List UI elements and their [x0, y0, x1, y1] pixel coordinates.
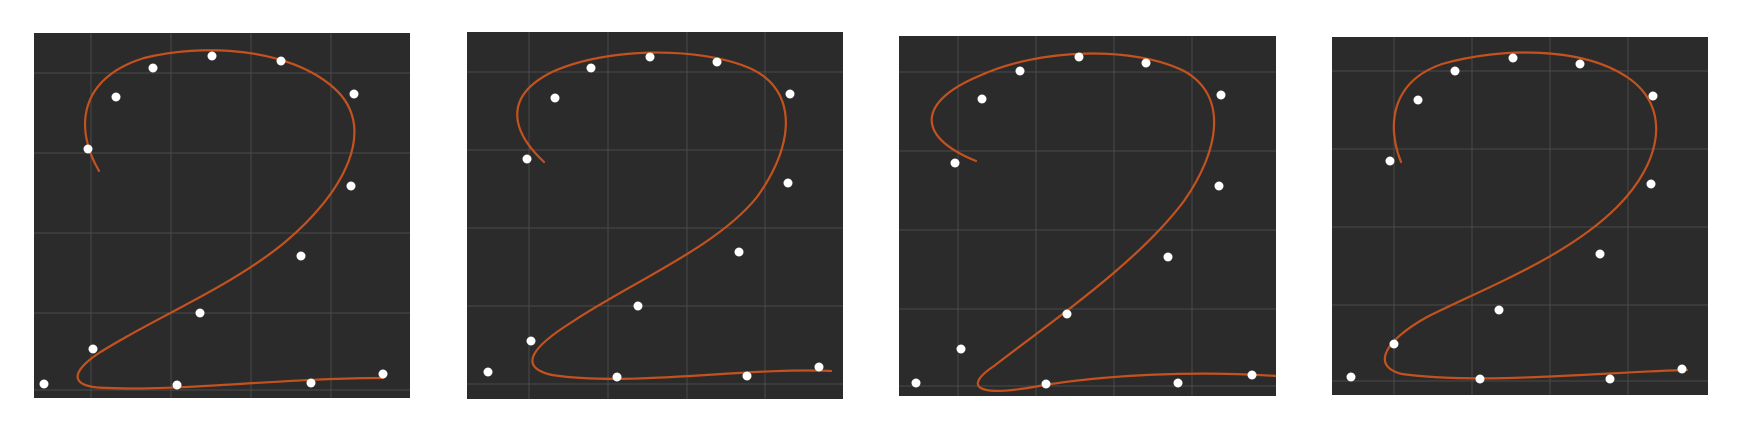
control-point[interactable]	[349, 89, 359, 99]
control-point[interactable]	[1450, 66, 1460, 76]
control-points	[911, 52, 1257, 389]
grid	[467, 32, 843, 399]
control-point[interactable]	[346, 181, 356, 191]
control-point[interactable]	[1141, 58, 1151, 68]
control-point[interactable]	[742, 371, 752, 381]
control-point[interactable]	[148, 63, 158, 73]
control-point[interactable]	[195, 308, 205, 318]
control-point[interactable]	[306, 378, 316, 388]
control-point[interactable]	[785, 89, 795, 99]
control-point[interactable]	[1163, 252, 1173, 262]
control-point[interactable]	[1015, 66, 1025, 76]
glyph-panel-3	[899, 36, 1276, 396]
control-point[interactable]	[483, 367, 493, 377]
control-point[interactable]	[1385, 156, 1395, 166]
control-point[interactable]	[1041, 379, 1051, 389]
control-points	[1346, 53, 1687, 384]
control-point[interactable]	[1646, 179, 1656, 189]
control-point[interactable]	[1475, 374, 1485, 384]
control-point[interactable]	[1346, 372, 1356, 382]
control-point[interactable]	[1214, 181, 1224, 191]
control-point[interactable]	[1575, 59, 1585, 69]
control-point[interactable]	[276, 56, 286, 66]
digit-two-stroke	[76, 49, 385, 390]
control-point[interactable]	[783, 178, 793, 188]
control-point[interactable]	[1605, 374, 1615, 384]
glyph-panel-4	[1332, 37, 1708, 395]
control-point[interactable]	[111, 92, 121, 102]
digit-two-stroke	[1383, 51, 1689, 380]
glyph-canvas-2	[467, 32, 843, 399]
control-point[interactable]	[207, 51, 217, 61]
control-point[interactable]	[814, 362, 824, 372]
control-point[interactable]	[1677, 364, 1687, 374]
control-point[interactable]	[522, 154, 532, 164]
control-point[interactable]	[1173, 378, 1183, 388]
glyph-canvas-3	[899, 36, 1276, 396]
control-point[interactable]	[1595, 249, 1605, 259]
control-point[interactable]	[88, 344, 98, 354]
glyph-panel-2	[467, 32, 843, 399]
control-point[interactable]	[956, 344, 966, 354]
grid	[34, 33, 410, 398]
control-point[interactable]	[612, 372, 622, 382]
control-point[interactable]	[83, 144, 93, 154]
glyph-canvas-4	[1332, 37, 1708, 395]
control-point[interactable]	[550, 93, 560, 103]
control-points	[39, 51, 388, 390]
control-point[interactable]	[378, 369, 388, 379]
control-point[interactable]	[911, 378, 921, 388]
control-point[interactable]	[977, 94, 987, 104]
glyph-panel-1	[34, 33, 410, 398]
control-point[interactable]	[1389, 339, 1399, 349]
control-point[interactable]	[1216, 90, 1226, 100]
control-point[interactable]	[586, 63, 596, 73]
grid	[899, 36, 1276, 396]
control-point[interactable]	[712, 57, 722, 67]
control-point[interactable]	[645, 52, 655, 62]
control-point[interactable]	[172, 380, 182, 390]
control-point[interactable]	[1247, 370, 1257, 380]
control-point[interactable]	[1413, 95, 1423, 105]
control-point[interactable]	[950, 158, 960, 168]
digit-two-stroke	[930, 52, 1276, 392]
control-point[interactable]	[633, 301, 643, 311]
control-point[interactable]	[734, 247, 744, 257]
glyph-canvas-1	[34, 33, 410, 398]
control-point[interactable]	[526, 336, 536, 346]
grid	[1332, 37, 1708, 395]
control-point[interactable]	[1074, 52, 1084, 62]
control-point[interactable]	[1508, 53, 1518, 63]
control-point[interactable]	[39, 379, 49, 389]
digit-two-stroke	[516, 51, 833, 380]
control-points	[483, 52, 824, 382]
control-point[interactable]	[296, 251, 306, 261]
control-point[interactable]	[1062, 309, 1072, 319]
control-point[interactable]	[1494, 305, 1504, 315]
control-point[interactable]	[1648, 91, 1658, 101]
